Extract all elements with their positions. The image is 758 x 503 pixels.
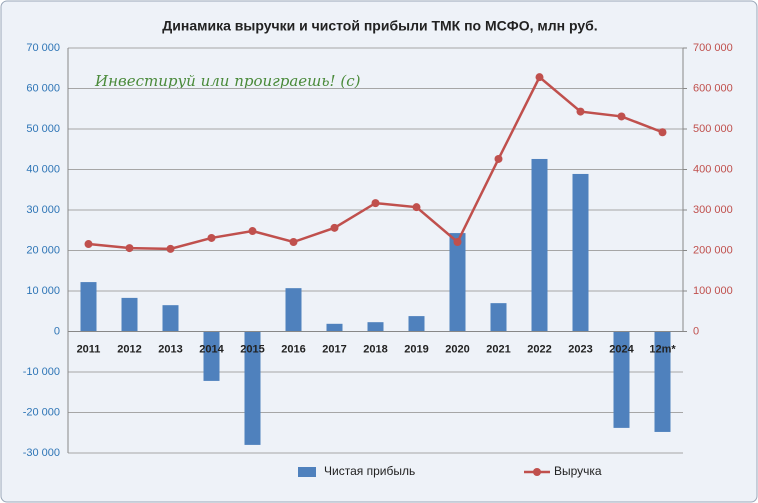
bar [162, 305, 179, 332]
x-tick-label: 2021 [486, 343, 510, 355]
y-tick-label: 50 000 [26, 123, 60, 135]
line-marker [535, 73, 544, 82]
bar [654, 331, 671, 432]
y2-tick-label: 200 000 [693, 244, 733, 256]
line-marker [617, 112, 626, 121]
line-marker [576, 107, 585, 116]
x-tick-label: 12m* [649, 343, 676, 355]
y2-tick-label: 600 000 [693, 82, 733, 94]
legend-marker [533, 468, 541, 476]
bar [449, 233, 466, 332]
bar [121, 297, 138, 332]
y2-tick-label: 500 000 [693, 123, 733, 135]
x-tick-label: 2022 [527, 343, 551, 355]
y-tick-label: 10 000 [26, 285, 60, 297]
y2-tick-label: 300 000 [693, 204, 733, 216]
legend-label: Чистая прибыль [324, 464, 415, 478]
x-tick-label: 2011 [77, 343, 101, 355]
bar [490, 303, 507, 332]
x-tick-label: 2014 [199, 343, 224, 355]
bar [203, 331, 220, 381]
bar [613, 331, 630, 428]
y-tick-label: -20 000 [23, 406, 60, 418]
x-tick-label: 2015 [240, 343, 264, 355]
y2-tick-label: 400 000 [693, 163, 733, 175]
line-marker [412, 203, 421, 212]
bar [326, 323, 343, 332]
bar [244, 331, 261, 445]
legend-label: Выручка [554, 464, 602, 478]
y2-tick-label: 700 000 [693, 42, 733, 54]
y-tick-label: 30 000 [26, 204, 60, 216]
x-tick-label: 2016 [281, 343, 305, 355]
y-tick-label: 0 [54, 325, 60, 337]
y-tick-label: -10 000 [23, 366, 60, 378]
x-tick-label: 2017 [322, 343, 346, 355]
chart-title: Динамика выручки и чистой прибыли ТМК по… [162, 18, 597, 34]
line-marker [166, 244, 175, 253]
bar [572, 173, 589, 332]
y-tick-label: 70 000 [26, 42, 60, 54]
line-marker [453, 237, 462, 246]
y2-tick-label: 0 [693, 325, 699, 337]
y-tick-label: 20 000 [26, 244, 60, 256]
line-marker [84, 240, 93, 249]
line-marker [248, 227, 257, 236]
legend-swatch [298, 467, 316, 477]
line-marker [658, 128, 667, 137]
x-tick-label: 2023 [568, 343, 592, 355]
x-tick-label: 2018 [363, 343, 387, 355]
x-tick-label: 2020 [445, 343, 469, 355]
bar [408, 316, 425, 332]
y-tick-label: 60 000 [26, 82, 60, 94]
line-marker [207, 233, 216, 242]
bar [285, 288, 302, 332]
y-tick-label: 40 000 [26, 163, 60, 175]
bar [367, 322, 384, 332]
line-marker [494, 154, 503, 163]
watermark: Инвестируй или проиграешь! (с) [94, 72, 361, 90]
x-tick-label: 2019 [404, 343, 428, 355]
line-marker [125, 244, 134, 253]
bar [531, 158, 548, 332]
line-marker [371, 199, 380, 208]
x-tick-label: 2024 [609, 343, 634, 355]
bar [80, 282, 97, 332]
x-tick-label: 2013 [158, 343, 182, 355]
x-tick-label: 2012 [117, 343, 141, 355]
y-tick-label: -30 000 [23, 447, 60, 459]
line-marker [289, 237, 298, 246]
y2-tick-label: 100 000 [693, 285, 733, 297]
line-marker [330, 223, 339, 232]
